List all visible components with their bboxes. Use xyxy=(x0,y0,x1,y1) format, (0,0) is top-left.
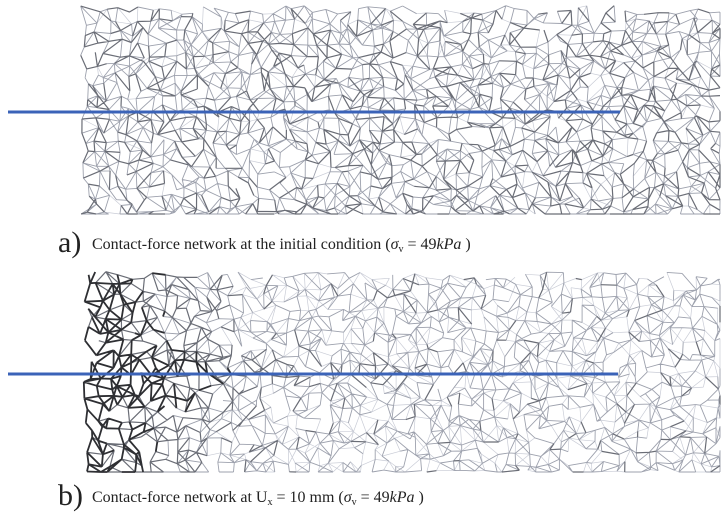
caption-text: ) xyxy=(415,489,424,506)
network-image-b xyxy=(84,272,720,472)
caption-unit: kPa xyxy=(390,489,415,506)
caption: Contact-force network at the initial con… xyxy=(92,236,471,255)
caption-text: = 49 xyxy=(357,489,390,506)
force-chains xyxy=(84,272,232,472)
panel-label: a) xyxy=(58,226,81,259)
caption-text: = 49 xyxy=(403,236,436,253)
panel-label: b) xyxy=(58,479,83,512)
caption-text: = 10 mm ( xyxy=(272,489,343,506)
caption-text: Contact-force network at the initial con… xyxy=(92,236,391,253)
caption-text: Contact-force network at U xyxy=(92,489,268,506)
figure: a) Contact-force network at the initial … xyxy=(0,0,722,513)
caption: Contact-force network at Ux = 10 mm (σv … xyxy=(92,489,424,508)
network-image-a xyxy=(81,6,720,214)
caption-unit: kPa xyxy=(437,236,462,253)
caption-text: ) xyxy=(461,236,470,253)
